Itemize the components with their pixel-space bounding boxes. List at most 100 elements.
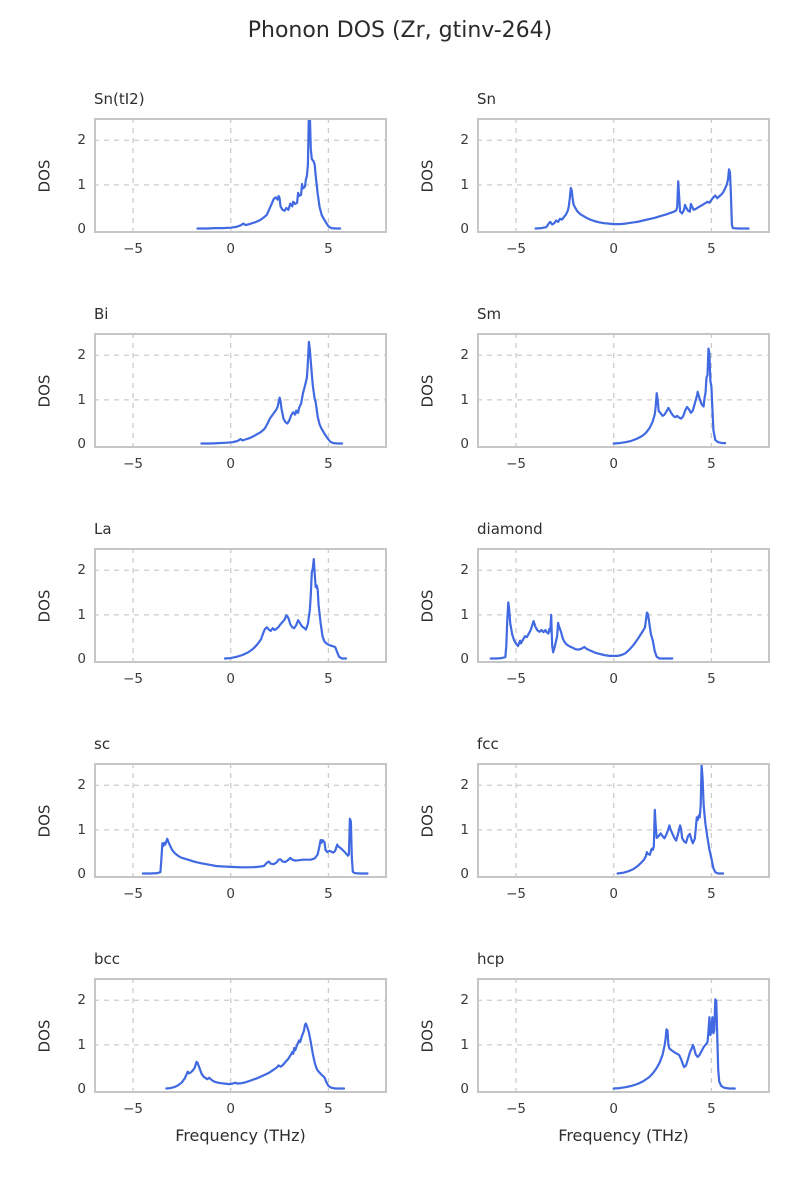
y-tick-label: 1 xyxy=(460,176,469,193)
subplot-title: sc xyxy=(94,735,111,753)
axes-spines xyxy=(94,333,387,448)
y-axis-label-box: DOS xyxy=(33,763,55,878)
plot-area xyxy=(477,978,770,1093)
y-axis-label: DOS xyxy=(35,804,54,837)
y-axis-label-box: DOS xyxy=(33,333,55,448)
x-tick-label: −5 xyxy=(506,671,527,687)
axes-spines xyxy=(94,978,387,1093)
subplot-la: La DOS 0 1 2 −5 0 5 xyxy=(29,518,387,718)
x-axis-label: Frequency (THz) xyxy=(558,1126,689,1145)
subplot-title: hcp xyxy=(477,950,505,968)
subplot-title: bcc xyxy=(94,950,121,968)
x-tick-label: 0 xyxy=(226,456,236,472)
x-tick-label: 5 xyxy=(707,886,716,902)
x-tick-label: −5 xyxy=(123,886,144,902)
x-tick-label: 0 xyxy=(609,886,619,902)
subplot-bi: Bi DOS 0 1 2 −5 0 5 xyxy=(29,303,387,503)
x-tick-label: −5 xyxy=(506,456,527,472)
plot-area xyxy=(94,333,387,448)
subplot-title: Sn xyxy=(477,90,497,108)
y-tick-label: 1 xyxy=(77,176,86,193)
y-axis-label-box: DOS xyxy=(416,548,438,663)
x-tick-label: 0 xyxy=(609,1101,619,1117)
x-tick-label: 0 xyxy=(226,1101,236,1117)
y-axis-label: DOS xyxy=(35,159,54,192)
subplot-diamond: diamond DOS 0 1 2 −5 0 5 xyxy=(412,518,770,718)
y-axis-label: DOS xyxy=(418,804,437,837)
x-tick-label: 0 xyxy=(226,886,236,902)
y-axis-label: DOS xyxy=(418,374,437,407)
x-tick-label: −5 xyxy=(123,671,144,687)
subplot-fcc: fcc DOS 0 1 2 −5 0 5 xyxy=(412,733,770,933)
axes-spines xyxy=(94,763,387,878)
y-tick-label: 1 xyxy=(460,821,469,838)
x-tick-label: −5 xyxy=(506,241,527,257)
x-tick-label: −5 xyxy=(123,456,144,472)
plot-area xyxy=(94,548,387,663)
subplot-sn-ti2-: Sn(tI2) DOS 0 1 2 −5 0 5 xyxy=(29,88,387,288)
y-tick-label: 2 xyxy=(77,347,86,364)
y-tick-label: 0 xyxy=(77,1081,86,1098)
y-tick-label: 0 xyxy=(460,1081,469,1098)
x-tick-label: −5 xyxy=(123,241,144,257)
plot-area xyxy=(94,763,387,878)
y-axis-label: DOS xyxy=(418,589,437,622)
y-tick-label: 0 xyxy=(460,651,469,668)
figure-title: Phonon DOS (Zr, gtinv-264) xyxy=(247,18,553,43)
y-tick-label: 0 xyxy=(77,436,86,453)
axes-spines xyxy=(94,548,387,663)
x-tick-label: 0 xyxy=(609,671,619,687)
y-axis-label-box: DOS xyxy=(33,548,55,663)
y-tick-label: 2 xyxy=(460,777,469,794)
axes-spines xyxy=(477,763,770,878)
x-tick-label: 0 xyxy=(226,241,236,257)
dos-curve xyxy=(223,558,348,660)
subplot-sm: Sm DOS 0 1 2 −5 0 5 xyxy=(412,303,770,503)
axes-spines xyxy=(477,978,770,1093)
x-tick-label: 5 xyxy=(324,671,333,687)
y-axis-label: DOS xyxy=(418,1019,437,1052)
x-tick-label: 5 xyxy=(324,1101,333,1117)
dos-curve xyxy=(196,118,342,230)
x-tick-label: 0 xyxy=(609,241,619,257)
axes-spines xyxy=(477,118,770,233)
subplot-title: fcc xyxy=(477,735,499,753)
x-tick-label: 5 xyxy=(707,1101,716,1117)
plot-area xyxy=(94,118,387,233)
y-tick-label: 1 xyxy=(77,821,86,838)
y-tick-label: 2 xyxy=(460,992,469,1009)
dos-curve xyxy=(489,601,674,660)
y-tick-label: 1 xyxy=(77,606,86,623)
plot-area xyxy=(477,333,770,448)
y-axis-label-box: DOS xyxy=(416,118,438,233)
y-tick-label: 1 xyxy=(460,1036,469,1053)
x-tick-label: −5 xyxy=(506,1101,527,1117)
subplot-sc: sc DOS 0 1 2 −5 0 5 xyxy=(29,733,387,933)
y-tick-label: 2 xyxy=(460,562,469,579)
axes-spines xyxy=(94,118,387,233)
y-tick-label: 1 xyxy=(460,391,469,408)
dos-curve xyxy=(141,817,369,875)
y-tick-label: 0 xyxy=(460,866,469,883)
subplot-sn: Sn DOS 0 1 2 −5 0 5 xyxy=(412,88,770,288)
x-tick-label: 0 xyxy=(609,456,619,472)
x-tick-label: 0 xyxy=(226,671,236,687)
y-tick-label: 2 xyxy=(77,132,86,149)
x-tick-label: 5 xyxy=(324,456,333,472)
y-tick-label: 0 xyxy=(460,436,469,453)
plot-area xyxy=(477,548,770,663)
y-tick-label: 1 xyxy=(460,606,469,623)
y-tick-label: 2 xyxy=(77,992,86,1009)
y-axis-label: DOS xyxy=(35,1019,54,1052)
y-tick-label: 0 xyxy=(77,221,86,238)
y-axis-label: DOS xyxy=(418,159,437,192)
subplot-title: Bi xyxy=(94,305,109,323)
plot-area xyxy=(94,978,387,1093)
dos-curve xyxy=(165,1022,346,1090)
plot-area xyxy=(477,118,770,233)
subplot-bcc: bcc DOS 0 1 2 −5 0 5 Frequency (THz) xyxy=(29,948,387,1173)
y-tick-label: 2 xyxy=(77,562,86,579)
y-tick-label: 1 xyxy=(77,1036,86,1053)
plot-area xyxy=(477,763,770,878)
